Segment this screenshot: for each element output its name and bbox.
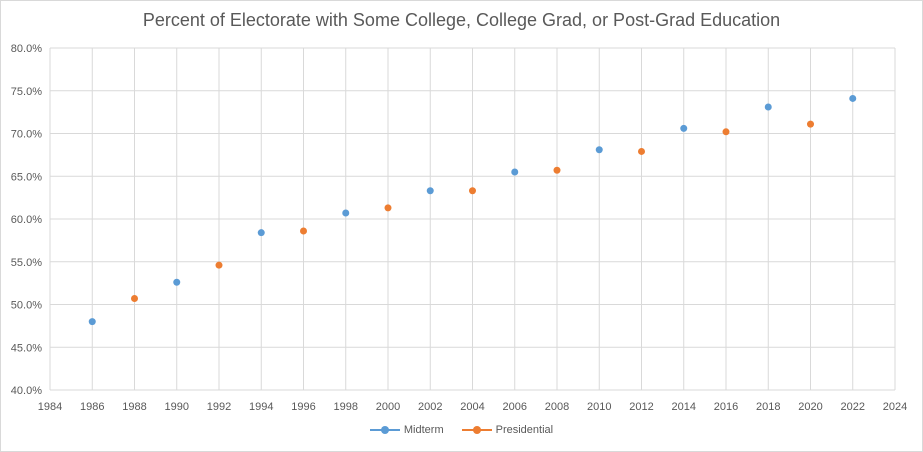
y-tick-label: 65.0% bbox=[11, 171, 42, 183]
x-tick-label: 1994 bbox=[249, 401, 273, 413]
data-point-midterm bbox=[173, 278, 181, 286]
data-point-midterm bbox=[595, 146, 603, 154]
x-tick-label: 1990 bbox=[165, 401, 189, 413]
x-tick-label: 2022 bbox=[841, 401, 865, 413]
legend: Midterm Presidential bbox=[0, 424, 923, 436]
x-tick-label: 1992 bbox=[207, 401, 231, 413]
data-point-midterm bbox=[257, 229, 265, 237]
x-tick-label: 2020 bbox=[798, 401, 822, 413]
x-tick-label: 2002 bbox=[418, 401, 442, 413]
data-point-presidential bbox=[131, 295, 138, 303]
data-point-presidential bbox=[722, 128, 730, 136]
y-tick-label: 40.0% bbox=[11, 385, 42, 397]
data-point-midterm bbox=[511, 168, 519, 176]
data-point-presidential bbox=[384, 204, 392, 212]
data-point-presidential bbox=[469, 187, 476, 195]
y-tick-label: 75.0% bbox=[11, 86, 42, 98]
data-point-presidential bbox=[807, 120, 814, 128]
data-point-midterm bbox=[764, 103, 772, 111]
legend-marker-midterm bbox=[369, 425, 400, 435]
x-tick-label: 1996 bbox=[291, 401, 315, 413]
data-point-midterm bbox=[426, 187, 434, 195]
y-tick-label: 60.0% bbox=[11, 214, 42, 226]
x-tick-label: 2008 bbox=[545, 401, 569, 413]
x-tick-label: 1988 bbox=[122, 401, 146, 413]
y-tick-label: 45.0% bbox=[11, 342, 42, 354]
chart-title: Percent of Electorate with Some College,… bbox=[142, 10, 781, 30]
y-tick-label: 80.0% bbox=[11, 43, 42, 55]
x-tick-label: 2014 bbox=[672, 401, 696, 413]
legend-item-midterm: Midterm bbox=[369, 424, 444, 436]
x-tick-label: 1984 bbox=[38, 401, 62, 413]
legend-label-presidential: Presidential bbox=[495, 424, 554, 436]
x-tick-label: 2010 bbox=[587, 401, 611, 413]
data-point-midterm bbox=[680, 124, 688, 132]
x-tick-label: 2000 bbox=[376, 401, 400, 413]
data-point-presidential bbox=[638, 147, 645, 155]
legend-label-midterm: Midterm bbox=[403, 424, 444, 436]
x-tick-label: 2024 bbox=[883, 401, 907, 413]
data-point-presidential bbox=[215, 261, 223, 269]
legend-item-presidential: Presidential bbox=[461, 424, 554, 436]
data-point-midterm bbox=[88, 318, 96, 326]
y-tick-label: 55.0% bbox=[11, 257, 42, 269]
x-tick-label: 2016 bbox=[714, 401, 738, 413]
x-tick-label: 1998 bbox=[334, 401, 358, 413]
data-point-midterm bbox=[342, 209, 350, 217]
x-tick-label: 2006 bbox=[503, 401, 527, 413]
data-point-presidential bbox=[300, 227, 307, 235]
x-tick-label: 2012 bbox=[629, 401, 653, 413]
data-point-presidential bbox=[553, 166, 561, 174]
y-tick-label: 70.0% bbox=[11, 129, 42, 141]
legend-marker-presidential bbox=[461, 425, 492, 435]
x-tick-label: 2018 bbox=[756, 401, 780, 413]
y-tick-label: 50.0% bbox=[11, 300, 42, 312]
data-point-midterm bbox=[849, 94, 857, 102]
x-tick-label: 2004 bbox=[460, 401, 484, 413]
x-tick-label: 1986 bbox=[80, 401, 104, 413]
